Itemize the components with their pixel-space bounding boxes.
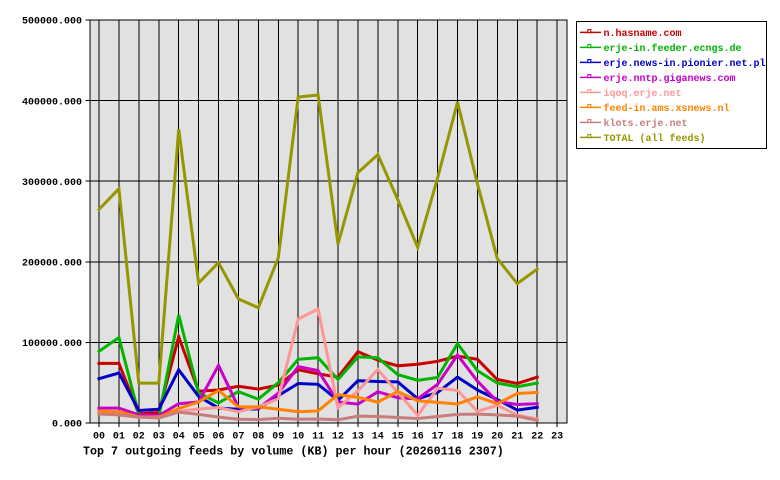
svg-text:0.000: 0.000 <box>52 420 82 431</box>
svg-text:300000.000: 300000.000 <box>22 178 82 189</box>
svg-text:10: 10 <box>292 432 304 443</box>
svg-text:00: 00 <box>93 432 105 443</box>
svg-text:500000.000: 500000.000 <box>22 17 82 28</box>
svg-text:TOTAL (all feeds): TOTAL (all feeds) <box>604 133 706 145</box>
svg-text:23: 23 <box>551 432 563 443</box>
svg-text:feed-in.ams.xsnews.nl: feed-in.ams.xsnews.nl <box>604 103 730 115</box>
svg-text:erje.news-in.pionier.net.pl: erje.news-in.pionier.net.pl <box>604 58 766 70</box>
svg-text:04: 04 <box>173 432 185 443</box>
svg-text:02: 02 <box>133 432 145 443</box>
svg-text:07: 07 <box>232 432 244 443</box>
svg-text:Top 7 outgoing feeds by volume: Top 7 outgoing feeds by volume (KB) per … <box>83 445 504 459</box>
svg-text:19: 19 <box>471 432 483 443</box>
svg-text:erje-in.feeder.ecngs.de: erje-in.feeder.ecngs.de <box>604 43 742 55</box>
svg-text:01: 01 <box>113 432 125 443</box>
svg-text:400000.000: 400000.000 <box>22 97 82 108</box>
svg-text:iqoq.erje.net: iqoq.erje.net <box>604 88 682 100</box>
svg-text:100000.000: 100000.000 <box>22 339 82 350</box>
svg-text:n.hasname.com: n.hasname.com <box>604 28 682 40</box>
svg-text:klots.erje.net: klots.erje.net <box>604 118 688 130</box>
svg-text:12: 12 <box>332 432 344 443</box>
svg-text:11: 11 <box>312 432 324 443</box>
svg-text:18: 18 <box>451 432 463 443</box>
svg-text:22: 22 <box>531 432 543 443</box>
svg-text:05: 05 <box>193 432 205 443</box>
svg-text:20: 20 <box>491 432 503 443</box>
svg-text:200000.000: 200000.000 <box>22 259 82 270</box>
svg-text:21: 21 <box>511 432 523 443</box>
svg-text:14: 14 <box>372 432 384 443</box>
svg-text:16: 16 <box>412 432 424 443</box>
svg-text:09: 09 <box>272 432 284 443</box>
svg-text:erje.nntp.giganews.com: erje.nntp.giganews.com <box>604 73 736 85</box>
svg-text:03: 03 <box>153 432 165 443</box>
svg-text:15: 15 <box>392 432 404 443</box>
svg-text:08: 08 <box>252 432 264 443</box>
svg-text:13: 13 <box>352 432 364 443</box>
svg-text:17: 17 <box>432 432 444 443</box>
svg-text:06: 06 <box>212 432 224 443</box>
